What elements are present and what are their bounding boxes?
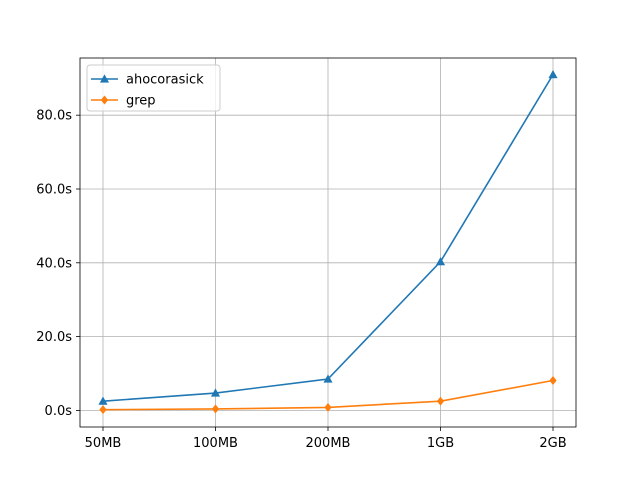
legend-label: grep: [126, 94, 156, 109]
data-point: [323, 374, 333, 383]
legend-label: ahocorasick: [126, 73, 204, 88]
x-tick-label: 100MB: [193, 436, 238, 451]
y-tick-label: 60.0s: [36, 182, 72, 197]
data-point: [324, 402, 332, 413]
series-lines: [98, 69, 558, 415]
data-point: [436, 396, 445, 406]
x-tick-label: 1GB: [427, 436, 454, 451]
y-tick-label: 40.0s: [36, 256, 72, 271]
data-point: [548, 69, 558, 79]
legend-item: grep: [91, 94, 156, 109]
data-point: [211, 404, 220, 414]
legend-item: ahocorasick: [91, 73, 204, 88]
grid-lines: [80, 58, 576, 427]
y-tick-label: 0.0s: [45, 404, 73, 419]
x-tick-label: 50MB: [85, 436, 122, 451]
plot-frame: [79, 57, 577, 428]
data-point: [435, 256, 446, 266]
legend-marker: [99, 74, 110, 83]
data-point: [99, 405, 107, 415]
x-tick-label: 2GB: [539, 436, 566, 451]
axes: 50MB 100MB 200MB 1GB 2GB 0.0s 20.0s 40.0s 60.0s 8…: [36, 109, 566, 451]
series-grep: [99, 375, 557, 415]
data-point: [98, 396, 108, 405]
legend-marker: [100, 95, 109, 105]
data-point: [549, 375, 557, 386]
x-tick-label: 200MB: [306, 436, 351, 451]
series-ahocorasick: [98, 69, 558, 405]
data-point: [210, 388, 221, 397]
y-tick-label: 80.0s: [36, 109, 72, 124]
legend-box: [86, 64, 221, 112]
y-tick-label: 20.0s: [36, 330, 72, 345]
legend: ahocorasick grep: [86, 64, 221, 112]
